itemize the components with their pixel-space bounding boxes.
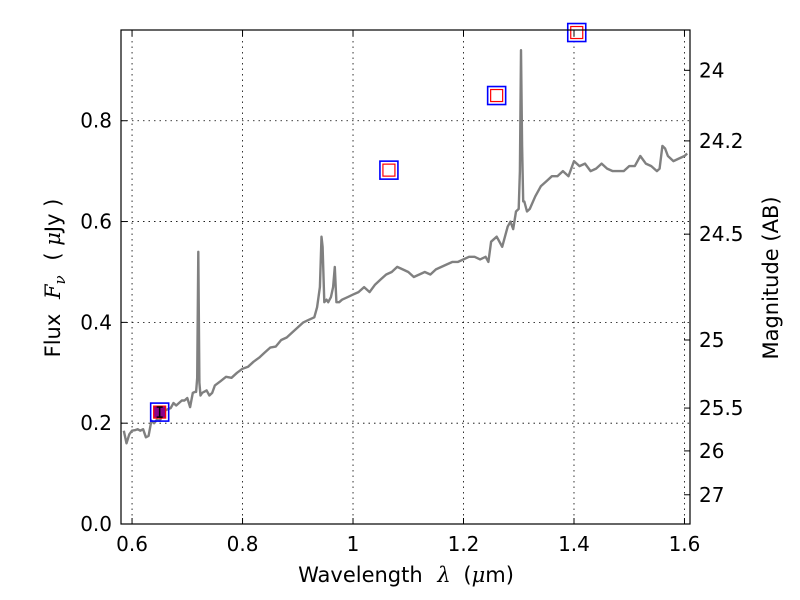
y-tick-label: 0.0 [80,512,112,536]
photometry-point [566,22,587,43]
photometry-outer-square [379,160,399,180]
x-tick-label: 1 [347,532,360,556]
y-tick-label: 0.8 [80,109,112,133]
photometry-point [379,160,399,180]
photometry-point [149,402,170,422]
spectrum-line [122,49,689,445]
photometry-outer-square [566,22,587,43]
plot-frame [120,29,691,525]
photometry-inner-square [382,163,396,177]
spectrum-series [122,49,689,445]
right-tick-label: 24.5 [699,222,744,246]
y-tick-label: 0.2 [80,411,112,435]
grid-lines [121,30,690,524]
x-tick-label: 1.6 [669,532,701,556]
y-tick-label: 0.4 [80,310,112,334]
photometry-point [486,85,507,106]
photometry-inner-square [490,88,504,103]
right-tick-label: 26 [699,439,724,463]
x-tick-label: 0.8 [227,532,259,556]
right-tick-label: 25 [699,328,724,352]
right-tick-label: 27 [699,483,724,507]
x-tick-label: 1.4 [558,532,590,556]
x-tick-label: 1.2 [448,532,480,556]
right-axis-label: Magnitude (AB) [759,196,783,359]
photometry-inner-square [570,25,584,40]
y-axis-label: Flux Fν ( μJy ) [41,199,70,358]
right-tick-label: 24.2 [699,129,744,153]
y-tick-label: 0.6 [80,210,112,234]
x-axis-label: Wavelength λ (μm) [298,563,514,587]
photometry-points [149,22,587,422]
right-tick-label: 24 [699,58,724,82]
axis-ticks: 0.6 0.8 1 1.2 1.4 1.6 0.0 0.2 0.4 0.6 0.8 24 24.2 24.… [80,30,744,556]
photometry-outer-square [486,85,507,106]
x-tick-label: 0.6 [116,532,148,556]
right-tick-label: 25.5 [699,396,744,420]
photometry-outer-square [149,402,170,422]
